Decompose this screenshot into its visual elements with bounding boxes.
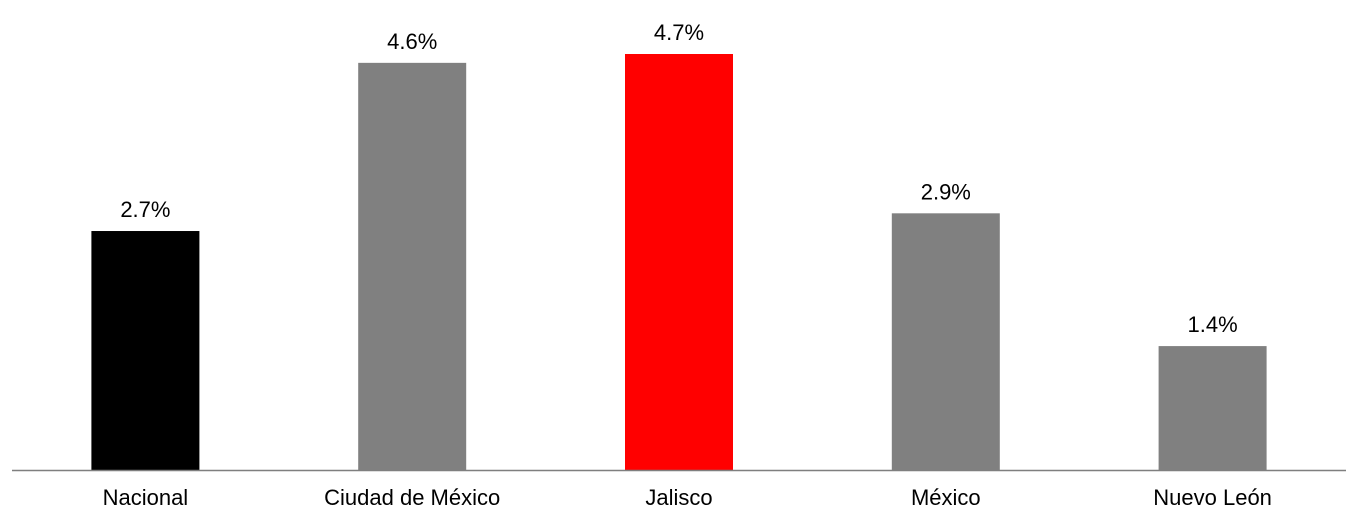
bar-2 <box>625 54 733 470</box>
category-label: Nacional <box>103 485 189 510</box>
bar-value-label: 4.6% <box>387 29 437 54</box>
bar-value-label: 2.7% <box>120 197 170 222</box>
category-labels-group: Nacional Ciudad de México Jalisco México Nue… <box>103 485 1272 510</box>
category-label: México <box>911 485 981 510</box>
bar-value-label: 2.9% <box>921 179 971 204</box>
bar-value-label: 4.7% <box>654 20 704 45</box>
bars-group <box>91 54 1267 470</box>
category-label: Jalisco <box>645 485 712 510</box>
category-label: Nuevo León <box>1153 485 1272 510</box>
bar-1 <box>358 62 467 470</box>
bar-3 <box>891 213 1000 470</box>
value-labels-group: 2.7% 4.6% 4.7% 2.9% 1.4% <box>120 20 1237 337</box>
bar-4 <box>1158 346 1267 470</box>
bar-0 <box>91 231 200 470</box>
bar-value-label: 1.4% <box>1188 312 1238 337</box>
category-label: Ciudad de México <box>324 485 500 510</box>
